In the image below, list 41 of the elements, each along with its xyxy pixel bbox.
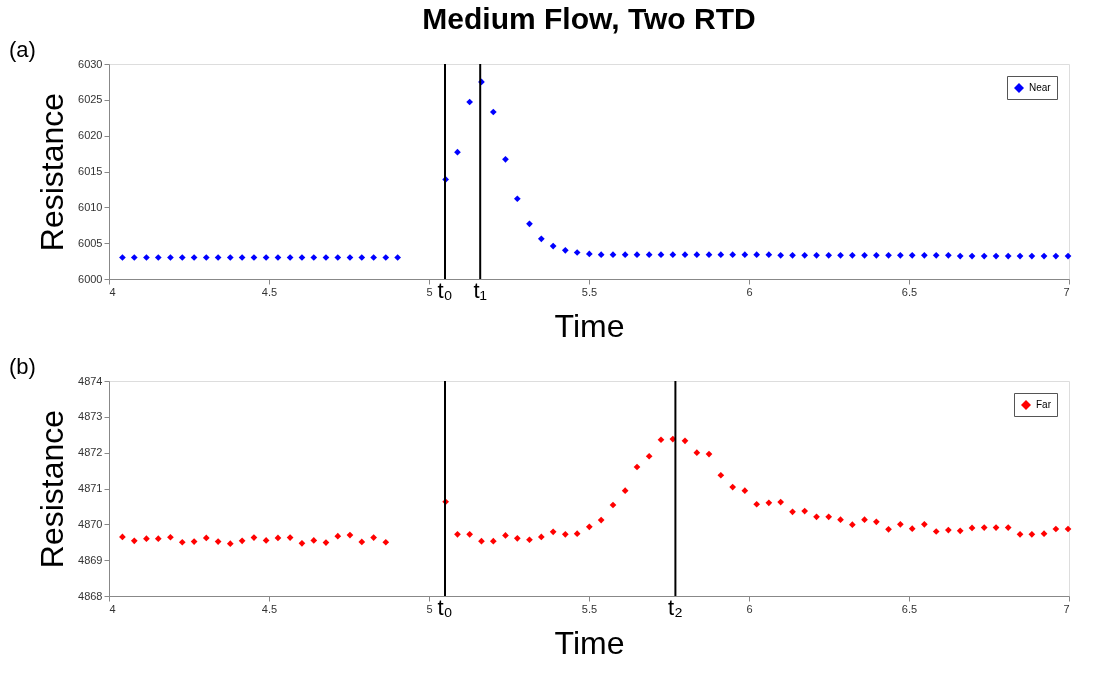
y-tick-label: 6030 — [78, 57, 103, 70]
x-tick-label: 4 — [109, 285, 116, 298]
x-tick-label: 5 — [426, 602, 433, 615]
y-tick-label: 4871 — [78, 482, 103, 494]
x-tick-label: 5.5 — [581, 602, 598, 615]
y-tick-label: 4870 — [78, 517, 103, 530]
y-tick-label: 6010 — [78, 200, 103, 213]
y-tick-label: 6005 — [78, 236, 103, 249]
chart-title: Medium Flow, Two RTD — [422, 2, 756, 35]
y-tick-label: 4868 — [78, 589, 103, 602]
y-tick-label: 4869 — [78, 553, 103, 566]
x-tick-label: 4.5 — [261, 285, 278, 298]
x-tick-label: 4 — [109, 602, 116, 615]
y-tick-label: 4873 — [78, 410, 103, 423]
y-tick-label: 4872 — [78, 446, 103, 459]
x-axis-title: Time — [554, 307, 625, 344]
y-tick-label: 4874 — [78, 374, 103, 387]
x-tick-label: 6 — [746, 602, 753, 615]
ref-line-label: t₀ — [437, 595, 453, 620]
y-tick-label: 6000 — [78, 272, 103, 285]
x-axis-title: Time — [554, 624, 625, 661]
y-tick-label: 6020 — [78, 129, 103, 142]
x-tick-label: 4.5 — [261, 602, 278, 615]
x-tick-label: 7 — [1063, 285, 1070, 298]
x-tick-label: 5 — [426, 285, 433, 298]
ref-line-label: t₀ — [437, 278, 453, 303]
y-tick-label: 6015 — [78, 165, 103, 177]
ref-line-label: t₁ — [473, 278, 487, 303]
x-tick-label: 6 — [746, 285, 753, 298]
text: (b) — [9, 354, 36, 379]
ref-line-label: t₂ — [668, 595, 683, 620]
x-tick-label: 7 — [1063, 602, 1070, 615]
x-tick-label: 5.5 — [581, 285, 598, 298]
y-axis-title: Resistance — [34, 92, 71, 252]
legend-label: Far — [1036, 399, 1052, 410]
y-tick-label: 6025 — [78, 93, 103, 106]
legend-label: Near — [1029, 82, 1052, 93]
text: (a) — [9, 37, 36, 62]
x-tick-label: 6.5 — [901, 602, 918, 615]
y-axis-title: Resistance — [34, 409, 71, 569]
x-tick-label: 6.5 — [901, 285, 918, 298]
